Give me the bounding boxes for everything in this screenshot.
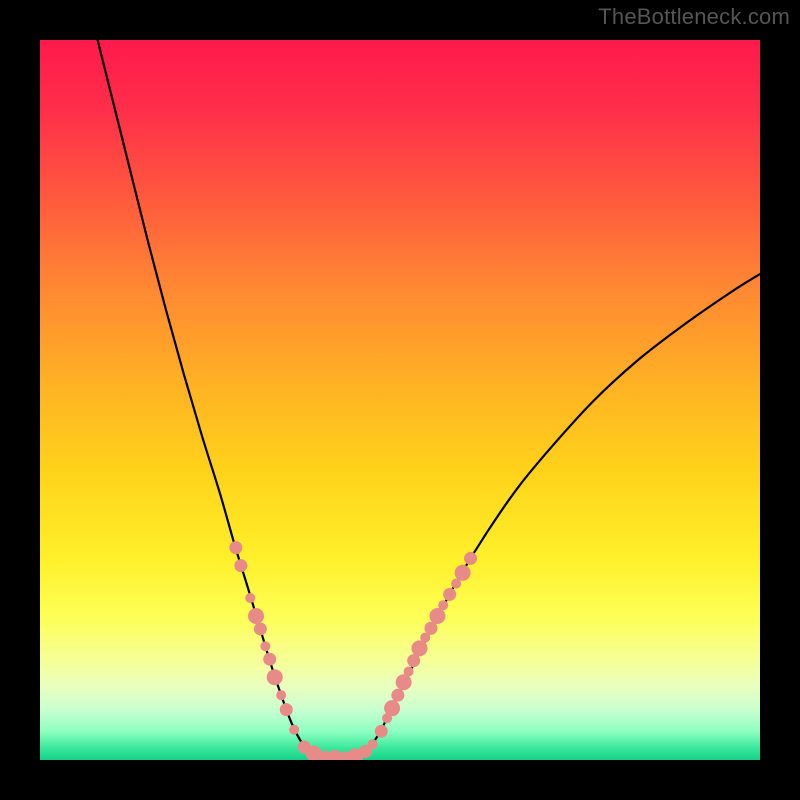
data-marker <box>384 700 400 716</box>
data-marker <box>276 690 286 700</box>
data-marker <box>438 600 448 610</box>
data-marker <box>280 703 293 716</box>
data-marker <box>443 588 456 601</box>
data-marker <box>411 640 427 656</box>
data-marker <box>289 725 299 735</box>
data-marker <box>455 565 471 581</box>
data-marker <box>267 669 283 685</box>
chart-stage: TheBottleneck.com <box>0 0 800 800</box>
data-marker <box>234 559 247 572</box>
data-marker <box>254 622 267 635</box>
data-marker <box>375 725 388 738</box>
data-marker <box>404 666 414 676</box>
data-marker <box>248 608 264 624</box>
data-marker <box>245 593 255 603</box>
data-marker <box>368 739 378 749</box>
watermark-text: TheBottleneck.com <box>598 4 790 30</box>
data-marker <box>229 541 242 554</box>
data-marker <box>429 608 445 624</box>
plot-background-gradient <box>40 40 760 760</box>
bottleneck-chart <box>0 0 800 800</box>
data-marker <box>260 641 270 651</box>
data-marker <box>464 552 477 565</box>
data-marker <box>391 689 404 702</box>
data-marker <box>396 674 412 690</box>
data-marker <box>263 653 276 666</box>
